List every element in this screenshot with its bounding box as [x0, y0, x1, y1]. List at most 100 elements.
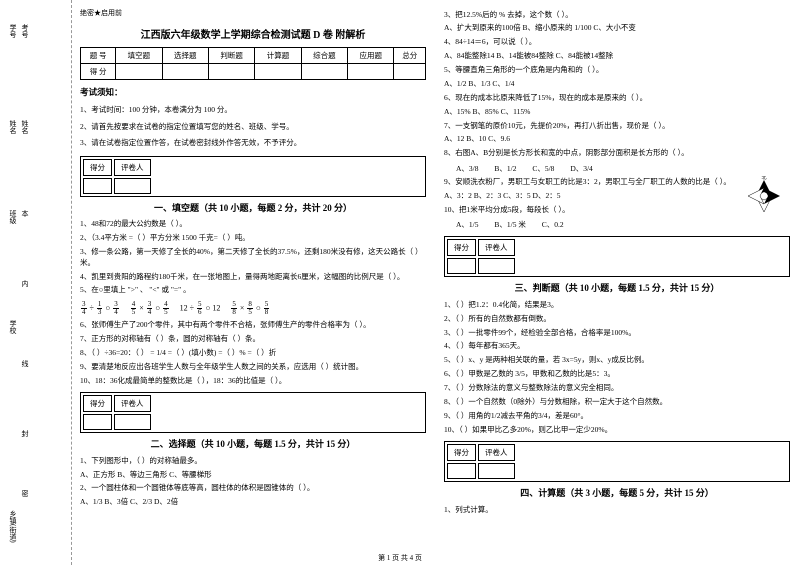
- cell: [301, 64, 347, 80]
- q: 10、（ ）如果甲比乙多20%，则乙比甲一定少20%。: [444, 425, 790, 436]
- bind-label: 学校: [8, 320, 18, 334]
- q: 7、一支钢笔的原价10元，先提价20%，再打八折出售，现价是（ ）。: [444, 121, 790, 132]
- page-content: 绝密★启用前 江西版六年级数学上学期综合检测试题 D 卷 附解析 题 号 填空题…: [80, 8, 790, 548]
- cell: [348, 64, 394, 80]
- section-3-heading: 三、判断题（共 10 小题，每题 1.5 分，共计 15 分）: [444, 281, 790, 294]
- bind-mid: 密: [20, 490, 30, 497]
- q: A、12 B、10 C、9.6: [444, 134, 790, 145]
- q: 9、（ ）用角的1/2减去平角的3/4，差是60°。: [444, 411, 790, 422]
- q: 6、现在的成本比原来降低了15%，现在的成本是原来的（ ）。: [444, 93, 790, 104]
- q: A、1/3 B、3倍 C、2/3 D、2倍: [80, 497, 426, 508]
- q: 1、列式计算。: [444, 505, 790, 516]
- bind-mid: 内: [20, 280, 30, 287]
- q: 9、要清楚地反应出各班学生人数与全年级学生人数之间的关系，应选用（ ）统计图。: [80, 362, 426, 373]
- bind-mid: 姓名: [20, 120, 30, 134]
- q: 2、（ ）所有的自然数都有倒数。: [444, 314, 790, 325]
- q: 2、（3.4平方米 =（ ）平方分米 1500 千克=（ ）吨。: [80, 233, 426, 244]
- svg-text:北: 北: [761, 176, 766, 181]
- bind-mid: 封: [20, 430, 30, 437]
- exam-title: 江西版六年级数学上学期综合检测试题 D 卷 附解析: [80, 26, 426, 41]
- q: 3、（ ）一批零件99个，经检验全部合格，合格率是100%。: [444, 328, 790, 339]
- q: 8、（ ）÷36=20：（ ） = 1/4 =（ ）(填小数) =（ ）% =（…: [80, 348, 426, 359]
- th: 总分: [394, 48, 426, 64]
- page-footer: 第 1 页 共 4 页: [0, 553, 800, 563]
- q: 9、安顺洗衣粉厂，男职工与女职工的比是3：2，男职工与全厂职工的人数的比是（ ）…: [444, 177, 790, 188]
- cell: [83, 178, 112, 194]
- bind-mid: 本: [20, 210, 30, 217]
- sb-c2: 评卷人: [114, 159, 151, 176]
- q: A、84能整除14 B、14能被84整除 C、84能被14整除: [444, 51, 790, 62]
- compass-icon: 北: [744, 176, 784, 216]
- cell: [208, 64, 254, 80]
- q: A、1/2 B、1/3 C、1/4: [444, 79, 790, 90]
- bind-mid: 考号: [20, 24, 30, 38]
- q: A、扩大到原来的100倍 B、缩小原来的 1/100 C、大小不变: [444, 23, 790, 34]
- sb-c2: 评卷人: [114, 395, 151, 412]
- bind-label: 班级: [8, 210, 18, 224]
- section-2-heading: 二、选择题（共 10 小题，每题 1.5 分，共计 15 分）: [80, 437, 426, 450]
- notice: 2、请首先按要求在试卷的指定位置填写您的姓名、班级、学号。: [80, 122, 426, 133]
- q: 1、48和72的最大公约数是（ ）。: [80, 219, 426, 230]
- right-column: 3、把12.5%后的 % 去掉，这个数（ ）。 A、扩大到原来的100倍 B、缩…: [444, 8, 790, 548]
- section-4-heading: 四、计算题（共 3 小题，每题 5 分，共计 15 分）: [444, 486, 790, 499]
- sb-c2: 评卷人: [478, 239, 515, 256]
- math-row: 34 ÷ 13 ○ 34 45 × 34 ○ 45 12 ÷ 56 ○ 12 5…: [80, 301, 426, 316]
- q: 10、把1米平均分成5段，每段长（ ）。: [444, 205, 790, 216]
- cell: [447, 463, 476, 479]
- q: A、15% B、85% C、115%: [444, 107, 790, 118]
- bind-label: 学号: [8, 24, 18, 38]
- section-score-box: 得分评卷人: [444, 441, 790, 482]
- sb-c1: 得分: [447, 239, 476, 256]
- binding-margin: 学号 考号 姓名 姓名 班级 本 内 学校 线 封 密 乡镇(街道): [0, 0, 72, 565]
- cell: [394, 64, 426, 80]
- sb-c1: 得分: [447, 444, 476, 461]
- q: 5、等腰直角三角形的一个底角是内角和的（ ）。: [444, 65, 790, 76]
- secret-label: 绝密★启用前: [80, 8, 426, 18]
- sb-c1: 得分: [83, 395, 112, 412]
- cell: [83, 414, 112, 430]
- q: 1、（ ）把1.2：0.4化简，结果是3。: [444, 300, 790, 311]
- bind-mid: 线: [20, 360, 30, 367]
- cell: [478, 463, 515, 479]
- section-1-heading: 一、填空题（共 10 小题，每题 2 分，共计 20 分）: [80, 201, 426, 214]
- q: A、3：2 B、2：3 C、3：5 D、2：5: [444, 191, 790, 202]
- th: 综合题: [301, 48, 347, 64]
- cell: [116, 64, 162, 80]
- q: 7、（ ）分数除法的意义与整数除法的意义完全相同。: [444, 383, 790, 394]
- cell: [478, 258, 515, 274]
- th: 选择题: [162, 48, 208, 64]
- q: 3、修一条公路，第一天修了全长的40%，第二天修了全长的37.5%，还剩180米…: [80, 247, 426, 269]
- q: A、正方形 B、等边三角形 C、等腰梯形: [80, 470, 426, 481]
- bind-label: 乡镇(街道): [8, 510, 18, 543]
- section-score-box: 得分评卷人: [80, 392, 426, 433]
- q: 5、（ ）x、y 是两种相关联的量，若 3x=5y，则x、y成反比例。: [444, 355, 790, 366]
- q: 6、张师傅生产了200个零件，其中有两个零件不合格，张师傅生产的零件合格率为（ …: [80, 320, 426, 331]
- q: 8、（ ）一个自然数（0除外）与分数相除，积一定大于这个自然数。: [444, 397, 790, 408]
- q: 8、右图A、B分别是长方形长和宽的中点，阴影部分面积是长方形的（ ）。: [444, 148, 790, 159]
- th: 应用题: [348, 48, 394, 64]
- section-score-box: 得分评卷人: [444, 236, 790, 277]
- options-10: A、1/5 B、1/5 米 C、0.2: [456, 219, 790, 230]
- q: 3、把12.5%后的 % 去掉，这个数（ ）。: [444, 10, 790, 21]
- cell: [447, 258, 476, 274]
- cell: [255, 64, 301, 80]
- notice: 3、请在试卷指定位置作答，在试卷密封线外作答无效，不予评分。: [80, 138, 426, 149]
- th: 题 号: [81, 48, 116, 64]
- th: 判断题: [208, 48, 254, 64]
- q: 4、84÷14＝6，可以说（ ）。: [444, 37, 790, 48]
- q: 1、下列图形中，（ ）的对称轴最多。: [80, 456, 426, 467]
- left-column: 绝密★启用前 江西版六年级数学上学期综合检测试题 D 卷 附解析 题 号 填空题…: [80, 8, 426, 548]
- q: 10、18：36化成最简单的整数比是（ ），18：36的比值是（ ）。: [80, 376, 426, 387]
- options-8: A、3/8 B、1/2 C、5/8 D、3/4: [456, 163, 790, 174]
- q: 2、一个圆柱体和一个圆锥体等底等高，圆柱体的体积是圆锥体的（ ）。: [80, 483, 426, 494]
- section-score-box: 得分评卷人: [80, 156, 426, 197]
- cell: [114, 414, 151, 430]
- bind-label: 姓名: [8, 120, 18, 134]
- q: 4、（ ）每年都有365天。: [444, 341, 790, 352]
- sb-c2: 评卷人: [478, 444, 515, 461]
- row-label: 得 分: [81, 64, 116, 80]
- q: 5、在○里填上 ">" 、 "<" 或 "=" 。: [80, 285, 426, 296]
- notice-heading: 考试须知：: [80, 86, 426, 98]
- score-summary-table: 题 号 填空题 选择题 判断题 计算题 综合题 应用题 总分 得 分: [80, 47, 426, 80]
- th: 计算题: [255, 48, 301, 64]
